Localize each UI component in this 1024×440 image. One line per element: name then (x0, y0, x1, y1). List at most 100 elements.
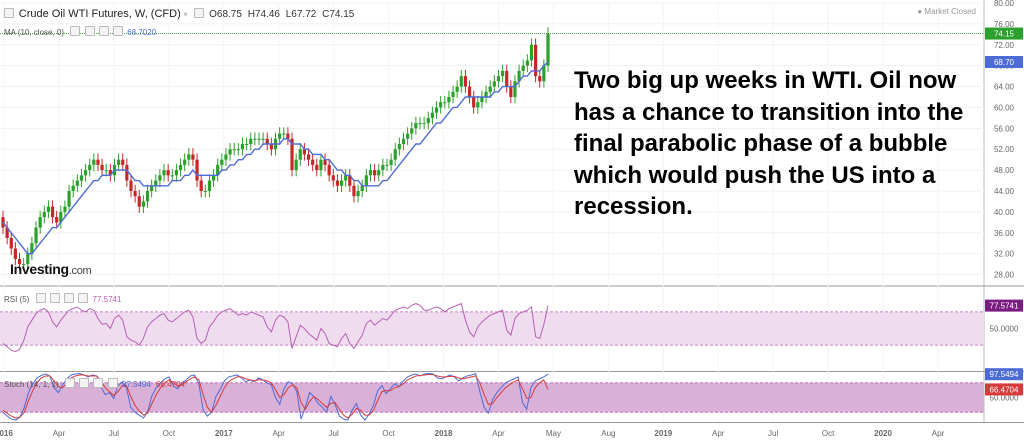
open-value: O68.75 (209, 9, 242, 20)
candle-body (34, 227, 38, 244)
ma-close-icon[interactable] (98, 26, 109, 36)
candle-body (216, 164, 220, 176)
candle-body (496, 76, 501, 82)
candle-body (368, 170, 373, 176)
ma-tag (985, 56, 1023, 69)
settings-icon[interactable] (194, 8, 205, 18)
candle-body (129, 180, 133, 191)
candle-body (269, 144, 273, 150)
x-tick-label: Oct (382, 429, 395, 438)
candle-body (183, 159, 187, 165)
candle-body (418, 123, 422, 125)
candle-body (224, 154, 228, 160)
investing-logo: Investing.com (10, 261, 92, 277)
candle-body (290, 138, 294, 171)
ma-more-icon[interactable] (112, 26, 123, 36)
candle-body (253, 138, 257, 140)
x-tick-label: Apr (492, 429, 505, 438)
candle-body (360, 185, 364, 191)
instrument-title: Crude Oil WTI Futures, W, (CFD) (18, 8, 181, 20)
candle-body (414, 123, 418, 129)
candle-body (38, 217, 42, 228)
candle-body (75, 180, 79, 186)
candle-body (5, 227, 9, 238)
x-tick-label: 2019 (654, 429, 672, 438)
candle-body (9, 238, 13, 249)
candle-body (30, 243, 34, 254)
stoch-more-icon[interactable] (107, 378, 118, 388)
candle-body (348, 175, 352, 186)
candle-body (199, 180, 203, 191)
x-tick-label: Apr (932, 429, 945, 438)
candle-body (88, 164, 92, 171)
x-tick-label: Jul (109, 429, 119, 438)
candle-body (439, 102, 443, 108)
stoch-k-tag (985, 368, 1023, 381)
stoch-settings-icon[interactable] (79, 378, 90, 388)
candle-body (240, 144, 245, 150)
rsi-visibility-icon[interactable] (35, 293, 46, 303)
candle-body (302, 149, 307, 155)
collapse-icon[interactable] (4, 8, 14, 18)
x-tick-label: May (546, 429, 561, 438)
last-price-tag-label: 74.15 (994, 30, 1015, 39)
rsi-line (2, 302, 549, 353)
candle-body (162, 170, 166, 176)
candle-body (484, 91, 488, 97)
ma-visibility-icon[interactable] (70, 26, 81, 36)
x-tick-label: Oct (822, 429, 835, 438)
candle-body (410, 128, 414, 134)
stoch-label: Stoch (14, 1, 1) (4, 380, 59, 389)
price-axis-bg (984, 0, 1024, 440)
candle-body (55, 217, 59, 223)
candle-body (191, 154, 195, 160)
rsi-close-icon[interactable] (64, 293, 75, 303)
ma-settings-icon[interactable] (84, 26, 95, 36)
x-tick-label: Apr (712, 429, 725, 438)
candle-body (13, 248, 17, 259)
candle-body (430, 112, 434, 118)
candle-body (315, 164, 319, 171)
rsi-y-tick-label: 50.0000 (990, 325, 1019, 334)
ma-tag-label: 68.70 (994, 58, 1015, 67)
candle-body (133, 191, 137, 197)
candle-body (166, 170, 170, 176)
candle-body (525, 60, 529, 66)
chevron-down-icon[interactable]: ▾ (183, 10, 188, 19)
stoch-y-tick-label: 50.0000 (990, 394, 1019, 403)
stoch-close-icon[interactable] (93, 378, 104, 388)
candle-body (265, 138, 269, 144)
candle-body (546, 33, 550, 66)
market-status: ● Market Closed (917, 7, 976, 16)
candle-body (385, 164, 389, 166)
candle-body (467, 86, 472, 97)
x-tick-label: Jul (329, 429, 339, 438)
candle-body (472, 97, 476, 108)
rsi-tag-label: 77.5741 (990, 302, 1019, 311)
logo-main: Investing (10, 261, 69, 277)
y-tick-label: 76.00 (994, 20, 1015, 29)
stoch-k-value: 97.5494 (121, 380, 151, 389)
y-tick-label: 60.00 (994, 103, 1015, 112)
candle-body (261, 138, 265, 140)
stoch-d-line (2, 373, 549, 419)
rsi-band (0, 311, 984, 346)
y-tick-label: 72.00 (994, 41, 1015, 50)
candle-body (207, 180, 212, 191)
candle-body (538, 76, 542, 82)
x-tick-label: Jul (768, 429, 778, 438)
candle-body (356, 191, 360, 197)
candle-body (364, 175, 368, 186)
rsi-settings-icon[interactable] (49, 293, 60, 303)
y-tick-label: 44.00 (994, 187, 1015, 196)
market-status-text: Market Closed (924, 7, 976, 16)
candle-body (513, 81, 517, 97)
y-tick-label: 28.00 (994, 271, 1015, 280)
candle-body (100, 164, 104, 171)
stoch-d-tag (985, 383, 1023, 396)
ma-legend: MA (10, close, 0) 68.7020 (4, 26, 156, 37)
candle-body (352, 185, 356, 197)
rsi-more-icon[interactable] (78, 293, 89, 303)
logo-suffix: .com (68, 265, 92, 277)
stoch-visibility-icon[interactable] (64, 378, 75, 388)
